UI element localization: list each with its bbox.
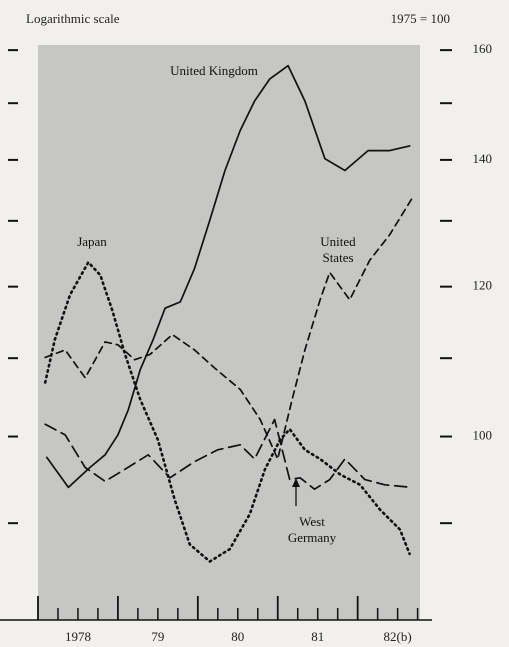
series-label: United States	[320, 234, 356, 265]
chart-title: Logarithmic scale	[26, 11, 120, 26]
x-tick-label: 1978	[65, 629, 91, 644]
y-tick-label: 100	[473, 428, 493, 443]
chart-subtitle: 1975 = 100	[391, 11, 450, 26]
series-label: West Germany	[287, 514, 337, 545]
x-tick-label: 82(b)	[384, 629, 412, 644]
series-line	[44, 197, 413, 460]
x-tick-label: 80	[231, 629, 244, 644]
plot-background	[38, 45, 420, 620]
series-label: Japan	[77, 234, 107, 249]
series-label: United Kingdom	[170, 63, 258, 78]
annotation-arrowhead	[292, 478, 300, 487]
series-line	[43, 261, 411, 563]
x-tick-label: 79	[151, 629, 164, 644]
series-line	[45, 64, 411, 489]
y-tick-label: 120	[473, 278, 493, 293]
x-tick-label: 81	[311, 629, 324, 644]
y-tick-label: 160	[473, 41, 493, 56]
y-tick-label: 140	[473, 151, 493, 166]
series-line	[44, 418, 413, 491]
